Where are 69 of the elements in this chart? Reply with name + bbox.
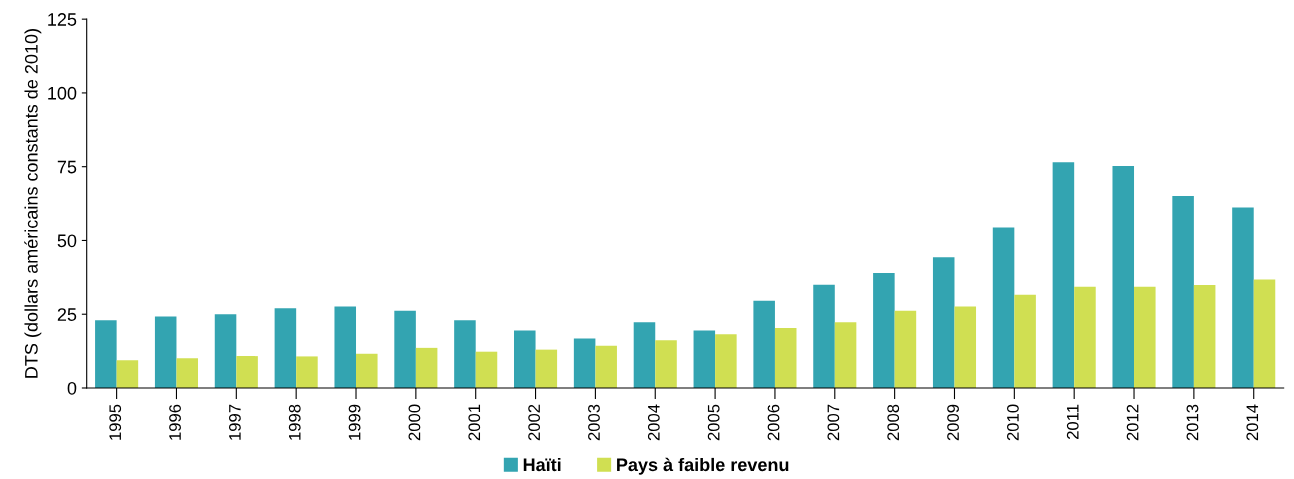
y-tick-label: 100 xyxy=(48,86,77,100)
bar xyxy=(1172,195,1194,388)
bar xyxy=(334,306,357,388)
bar xyxy=(992,227,1015,388)
bar xyxy=(954,306,977,388)
x-tick-label: 2009 xyxy=(947,404,959,441)
x-tick-label: 2002 xyxy=(528,404,541,441)
x-tick-label: 1996 xyxy=(169,404,181,440)
bar xyxy=(454,320,476,388)
bar xyxy=(573,338,596,388)
x-tick-label: 2003 xyxy=(588,404,600,441)
bar xyxy=(176,358,199,388)
bar xyxy=(595,345,617,388)
x-tick-label: 2010 xyxy=(1007,404,1019,441)
bar xyxy=(813,284,835,388)
bar xyxy=(693,330,716,388)
bar xyxy=(394,310,416,388)
y-tick-label: 50 xyxy=(57,234,77,248)
legend-label: Pays à faible revenu xyxy=(617,457,789,475)
bar xyxy=(655,340,677,388)
x-tick-label: 2001 xyxy=(468,404,481,441)
x-tick-label: 1999 xyxy=(348,404,361,440)
bar xyxy=(894,310,917,388)
x-tick-label: 1998 xyxy=(288,404,301,440)
bar xyxy=(1014,294,1036,388)
bar xyxy=(514,330,536,388)
y-tick-label: 0 xyxy=(67,381,77,395)
bar xyxy=(1074,286,1096,388)
bar xyxy=(774,328,797,388)
bar xyxy=(1193,285,1216,388)
bar xyxy=(475,351,498,388)
x-tick-label: 2011 xyxy=(1066,404,1079,439)
x-tick-label: 2006 xyxy=(767,404,780,441)
legend-label: Haïti xyxy=(523,457,561,472)
bar xyxy=(356,353,378,388)
y-tick-label: 75 xyxy=(57,160,77,174)
bar xyxy=(116,360,139,388)
bar xyxy=(1112,166,1135,388)
bar xyxy=(415,347,438,388)
x-tick-label: 2013 xyxy=(1186,404,1199,441)
bar xyxy=(214,314,237,388)
bar xyxy=(274,308,297,388)
bar xyxy=(834,322,857,388)
x-tick-label: 2004 xyxy=(647,404,660,441)
bar xyxy=(296,356,318,388)
y-tick-label: 125 xyxy=(48,13,77,26)
bar xyxy=(95,320,117,388)
bar xyxy=(535,349,558,388)
x-tick-label: 2005 xyxy=(707,404,720,441)
x-tick-label: 2000 xyxy=(408,404,421,441)
bar xyxy=(1232,207,1254,388)
x-tick-label: 1995 xyxy=(109,404,122,440)
x-tick-label: 2014 xyxy=(1246,404,1259,441)
bar xyxy=(236,356,258,388)
bar xyxy=(753,300,775,388)
x-tick-label: 2012 xyxy=(1126,404,1139,441)
bar xyxy=(715,334,737,388)
bar xyxy=(1253,279,1276,388)
x-tick-label: 2007 xyxy=(827,404,840,441)
bar xyxy=(932,257,955,388)
bar xyxy=(873,272,895,388)
y-axis-title: DTS (dollars américains constants de 2010) xyxy=(24,29,42,378)
x-tick-label: 2008 xyxy=(887,404,900,441)
bar xyxy=(1134,286,1156,388)
bar xyxy=(154,316,177,388)
y-tick-label: 25 xyxy=(57,308,77,321)
x-tick-label: 1997 xyxy=(228,404,241,440)
bar xyxy=(633,322,656,388)
bar xyxy=(1052,162,1075,388)
